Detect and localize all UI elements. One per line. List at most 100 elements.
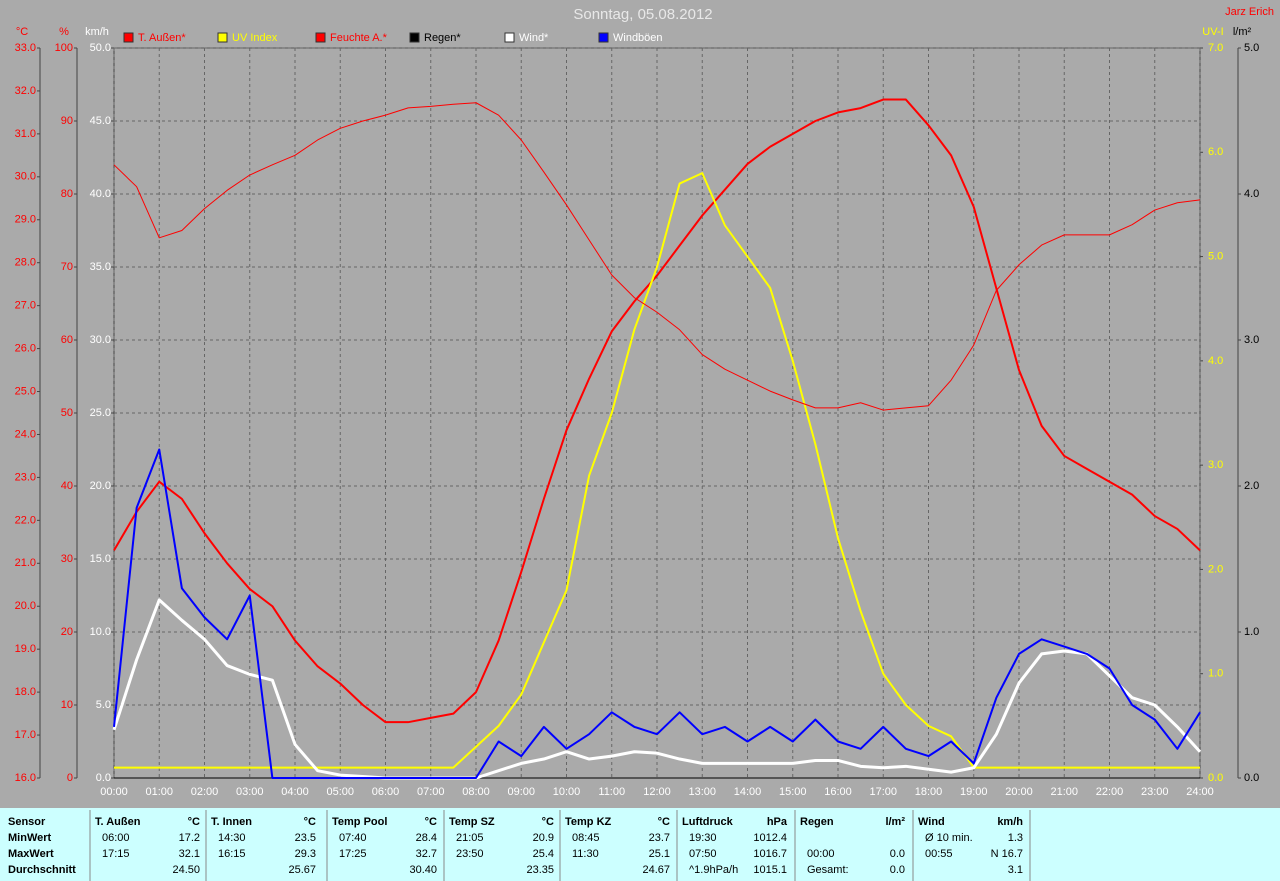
x-tick-label: 09:00 (507, 786, 535, 798)
y-tick-label: 15.0 (90, 553, 111, 565)
x-tick-label: 18:00 (915, 786, 943, 798)
y-tick-label: 70 (61, 261, 73, 273)
axis-unit: l/m² (1233, 26, 1252, 38)
y-tick-label: 60 (61, 334, 73, 346)
y-tick-label: 5.0 (1244, 42, 1259, 54)
cell-value: 0.0 (890, 864, 905, 876)
y-tick-label: 1.0 (1244, 626, 1259, 638)
y-tick-label: 4.0 (1208, 355, 1223, 367)
y-tick-label: 50 (61, 407, 73, 419)
cell-value: 1016.7 (753, 848, 787, 860)
y-tick-label: 100 (55, 42, 73, 54)
y-tick-label: 20.0 (15, 600, 36, 612)
cell-time: 06:00 (102, 832, 130, 844)
legend-swatch (123, 32, 134, 43)
y-tick-label: 3.0 (1244, 334, 1259, 346)
x-tick-label: 24:00 (1186, 786, 1214, 798)
y-tick-label: 5.0 (96, 699, 111, 711)
column-unit: °C (658, 816, 670, 828)
legend-label: Windböen (613, 32, 663, 44)
legend-swatch (504, 32, 515, 43)
y-tick-label: 10.0 (90, 626, 111, 638)
cell-time: 11:30 (572, 848, 599, 860)
y-tick-label: 10 (61, 699, 73, 711)
y-tick-label: 23.0 (15, 471, 36, 483)
cell-time: 08:45 (572, 832, 600, 844)
y-tick-label: 21.0 (15, 557, 36, 569)
cell-time: Ø 10 min. (925, 832, 973, 844)
y-tick-label: 45.0 (90, 115, 111, 127)
column-header: Temp SZ (449, 816, 495, 828)
x-tick-label: 07:00 (417, 786, 445, 798)
column-header: T. Außen (95, 816, 141, 828)
x-tick-label: 05:00 (326, 786, 354, 798)
column-header: Wind (918, 816, 945, 828)
legend-label: Regen* (424, 32, 461, 44)
cell-time: 07:40 (339, 832, 367, 844)
x-tick-label: 08:00 (462, 786, 490, 798)
cell-time: 21:05 (456, 832, 484, 844)
y-tick-label: 4.0 (1244, 188, 1259, 200)
y-tick-label: 5.0 (1208, 250, 1223, 262)
x-tick-label: 01:00 (145, 786, 173, 798)
cell-time: 23:50 (456, 848, 484, 860)
cell-value: 28.4 (416, 832, 437, 844)
column-header: Luftdruck (682, 816, 734, 828)
legend-label: Wind* (519, 32, 549, 44)
column-header: Temp KZ (565, 816, 612, 828)
row-label: Sensor (8, 816, 46, 828)
y-tick-label: 30.0 (15, 171, 36, 183)
y-tick-label: 26.0 (15, 342, 36, 354)
y-tick-label: 22.0 (15, 514, 36, 526)
x-tick-label: 06:00 (372, 786, 400, 798)
column-header: T. Innen (211, 816, 252, 828)
cell-value: 1012.4 (753, 832, 787, 844)
row-label: MaxWert (8, 848, 54, 860)
x-tick-label: 16:00 (824, 786, 852, 798)
x-tick-label: 11:00 (598, 786, 625, 798)
cell-value: 29.3 (295, 848, 316, 860)
y-tick-label: 30.0 (90, 334, 111, 346)
y-tick-label: 18.0 (15, 686, 36, 698)
y-tick-label: 0.0 (1208, 772, 1223, 784)
y-tick-label: 3.0 (1208, 459, 1223, 471)
series-line (114, 172, 1200, 769)
column-unit: °C (304, 816, 316, 828)
series-line (112, 598, 1202, 780)
cell-time: 14:30 (218, 832, 246, 844)
x-tick-label: 22:00 (1096, 786, 1124, 798)
y-tick-label: 0.0 (1244, 772, 1259, 784)
cell-value: 0.0 (890, 848, 905, 860)
x-tick-label: 15:00 (779, 786, 807, 798)
column-unit: °C (542, 816, 554, 828)
legend-label: Feuchte A.* (330, 32, 388, 44)
cell-time: 17:25 (339, 848, 367, 860)
x-tick-label: 20:00 (1005, 786, 1033, 798)
cell-time: ^1.9hPa/h (689, 864, 738, 876)
cell-value: 30.40 (409, 864, 437, 876)
y-tick-label: 0.0 (96, 772, 111, 784)
y-tick-label: 25.0 (15, 385, 36, 397)
x-tick-label: 17:00 (869, 786, 897, 798)
y-tick-label: 40 (61, 480, 73, 492)
legend-swatch (315, 32, 326, 43)
y-tick-label: 0 (67, 772, 73, 784)
legend-label: T. Außen* (138, 32, 186, 44)
cell-value: 24.67 (642, 864, 670, 876)
x-tick-label: 04:00 (281, 786, 309, 798)
legend-swatch (598, 32, 609, 43)
axis-unit: °C (16, 26, 28, 38)
cell-time: 07:50 (689, 848, 717, 860)
series-line (113, 102, 1201, 411)
y-tick-label: 24.0 (15, 428, 36, 440)
column-header: Temp Pool (332, 816, 387, 828)
y-tick-label: 7.0 (1208, 42, 1223, 54)
y-tick-label: 32.0 (15, 85, 36, 97)
cell-value: 32.7 (416, 848, 437, 860)
row-label: Durchschnitt (8, 864, 76, 876)
column-unit: l/m² (885, 816, 905, 828)
cell-value: 20.9 (533, 832, 554, 844)
chart-title: Sonntag, 05.08.2012 (573, 6, 712, 23)
cell-value: 23.7 (649, 832, 670, 844)
